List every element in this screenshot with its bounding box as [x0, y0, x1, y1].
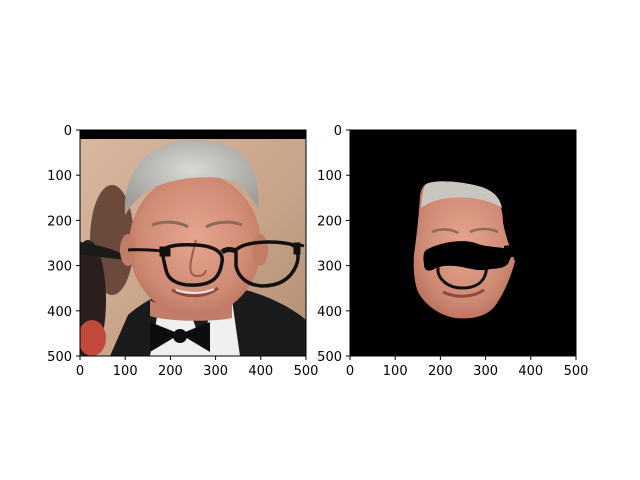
- right-x-tick-label: 0: [346, 364, 354, 379]
- right-x-tick-label: 400: [518, 364, 543, 379]
- left-y-tick-label: 400: [47, 305, 72, 320]
- right-x-tick-label: 100: [383, 364, 408, 379]
- left-x-tick-label: 200: [158, 364, 183, 379]
- left-x-tick-label: 100: [113, 364, 138, 379]
- left-x-tick-label: 500: [294, 364, 319, 379]
- left-photo: [80, 130, 306, 356]
- right-y-tick-label: 500: [317, 350, 342, 365]
- left-y-tick-label: 100: [47, 169, 72, 184]
- right-photo: [350, 130, 576, 356]
- left-axes: 0 100 200 300 400 500 0 100 200 300 400 500: [47, 124, 318, 379]
- right-y-tick-label: 0: [334, 124, 342, 139]
- right-y-tick-label: 100: [317, 169, 342, 184]
- left-axes-frame: [79, 129, 307, 357]
- left-x-tick-label: 400: [248, 364, 273, 379]
- left-x-tick-label: 300: [203, 364, 228, 379]
- glasses-overlay: [127, 240, 305, 288]
- right-axes: 0 100 200 300 400 500 0 100 200 300 400 500: [317, 124, 588, 379]
- left-y-tick-label: 500: [47, 350, 72, 365]
- right-y-tick-label: 400: [317, 305, 342, 320]
- left-y-tick-label: 200: [47, 214, 72, 229]
- left-y-tick-label: 300: [47, 260, 72, 275]
- right-axes-frame: [349, 129, 577, 357]
- left-x-tick-label: 0: [76, 364, 84, 379]
- right-y-tick-label: 300: [317, 260, 342, 275]
- right-x-tick-label: 500: [564, 364, 589, 379]
- right-x-tick-label: 300: [473, 364, 498, 379]
- right-x-tick-label: 200: [428, 364, 453, 379]
- right-axes-ticks: 0 100 200 300 400 500 0 100 200 300 400 500: [317, 124, 588, 379]
- left-y-tick-label: 0: [64, 124, 72, 139]
- left-axes-ticks: 0 100 200 300 400 500 0 100 200 300 400 500: [47, 124, 318, 379]
- right-y-tick-label: 200: [317, 214, 342, 229]
